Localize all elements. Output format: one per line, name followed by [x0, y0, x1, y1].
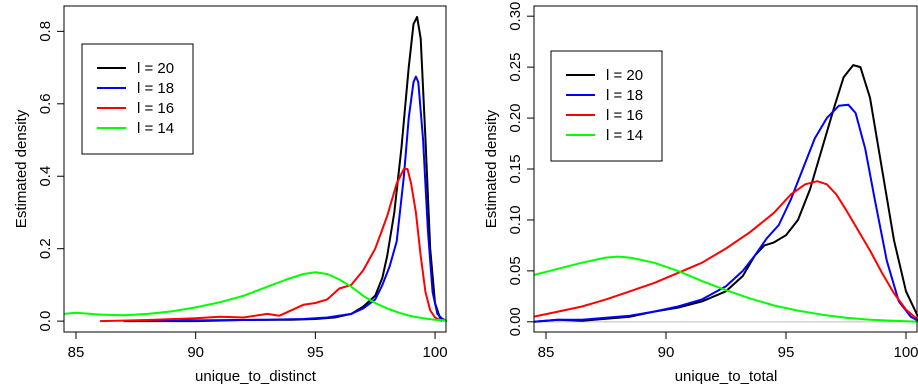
legend-label: l = 18	[137, 80, 174, 97]
x-tick-label: 85	[68, 344, 85, 361]
y-tick-label: 0.15	[507, 154, 524, 183]
series-line-l16	[99, 168, 443, 323]
y-tick-label: 0.2	[37, 238, 54, 259]
legend-label: l = 16	[606, 107, 643, 124]
y-tick-label: 0.00	[507, 307, 524, 336]
left-density-panel: 85 90 95 100 unique_to_distinct 0.0 0.2 0.4 0.6 0…	[13, 5, 448, 385]
y-tick-label: 0.6	[37, 93, 54, 114]
y-tick-label: 0.05	[507, 256, 524, 285]
legend-label: l = 14	[606, 127, 643, 144]
x-tick-label: 95	[307, 344, 324, 361]
legend-box	[81, 43, 194, 155]
series-line-l18	[123, 75, 446, 323]
y-tick-label: 0.10	[507, 205, 524, 234]
plot-frame	[63, 5, 447, 333]
y-axis-label: Estimated density	[13, 109, 30, 228]
series-line-l16	[534, 180, 918, 321]
x-axis-label: unique_to_distinct	[195, 368, 317, 385]
right-density-panel: 85 90 95 100 unique_to_total 0.00 0.05 0.10 0.15…	[483, 2, 918, 385]
y-tick-label: 0.20	[507, 103, 524, 132]
series-line-l14	[534, 255, 918, 323]
legend-label: l = 14	[137, 120, 174, 137]
legend: l = 20 l = 18 l = 16 l = 14	[550, 50, 663, 162]
y-tick-label: 0.4	[37, 166, 54, 187]
legend-box	[550, 50, 663, 162]
y-tick-label: 0.8	[37, 21, 54, 42]
x-tick-label: 85	[538, 344, 555, 361]
legend-label: l = 18	[606, 87, 643, 104]
legend-label: l = 20	[606, 67, 643, 84]
y-tick-label: 0.0	[37, 311, 54, 332]
series-line-l18	[534, 103, 918, 323]
x-tick-label: 95	[778, 344, 795, 361]
x-tick-label: 100	[423, 344, 448, 361]
y-tick-label: 0.25	[507, 53, 524, 82]
x-tick-label: 90	[658, 344, 675, 361]
x-tick-label: 90	[187, 344, 204, 361]
x-tick-label: 100	[893, 344, 918, 361]
y-axis-label: Estimated density	[483, 109, 500, 228]
y-tick-label: 0.30	[507, 2, 524, 31]
series-line-l14	[64, 271, 447, 322]
legend-label: l = 16	[137, 100, 174, 117]
legend: l = 20 l = 18 l = 16 l = 14	[81, 43, 194, 155]
x-axis-label: unique_to_total	[675, 368, 778, 385]
legend-label: l = 20	[137, 60, 174, 77]
